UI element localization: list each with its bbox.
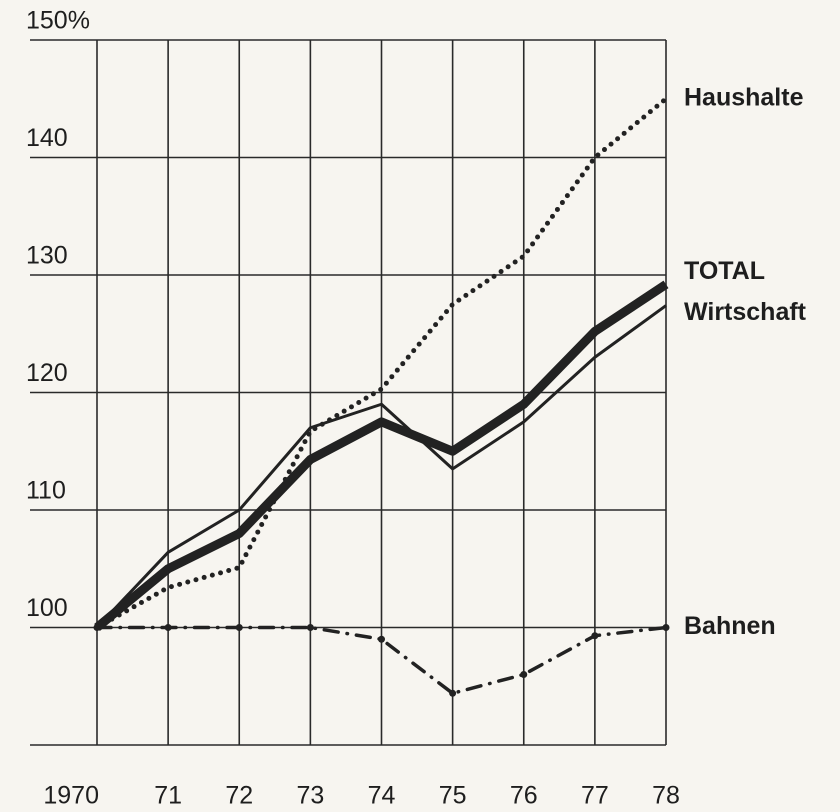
series-point [378, 635, 385, 643]
series-point [306, 624, 314, 631]
y-tick-label: 150% [26, 7, 90, 35]
series-point [164, 624, 172, 631]
series-line [95, 304, 667, 629]
series-label: Haushalte [684, 83, 804, 111]
series-line [94, 96, 669, 630]
series-point [662, 624, 670, 631]
x-tick-label: 75 [439, 782, 467, 810]
x-tick-label: 77 [581, 782, 609, 810]
series-point [93, 624, 101, 631]
y-tick-label: 130 [26, 242, 68, 270]
x-tick-label: 71 [154, 782, 182, 810]
x-tick-label: 76 [510, 782, 538, 810]
x-tick-label: 72 [225, 782, 253, 810]
y-tick-label: 120 [26, 359, 68, 387]
series-label: Bahnen [684, 612, 776, 640]
series-label: TOTAL [684, 257, 765, 285]
x-tick-label: 1970 [43, 782, 99, 810]
series-point [235, 624, 243, 631]
series-point [520, 671, 528, 678]
series-line [94, 280, 669, 631]
y-tick-label: 110 [26, 477, 66, 505]
x-tick-label: 78 [652, 782, 680, 810]
series-point [591, 632, 599, 640]
series-label: Wirtschaft [684, 298, 807, 326]
y-tick-label: 100 [26, 594, 68, 622]
x-tick-label: 74 [368, 782, 396, 810]
series-point [449, 689, 457, 697]
y-tick-label: 140 [26, 124, 68, 152]
x-tick-label: 73 [296, 782, 324, 810]
series-line [95, 625, 668, 696]
